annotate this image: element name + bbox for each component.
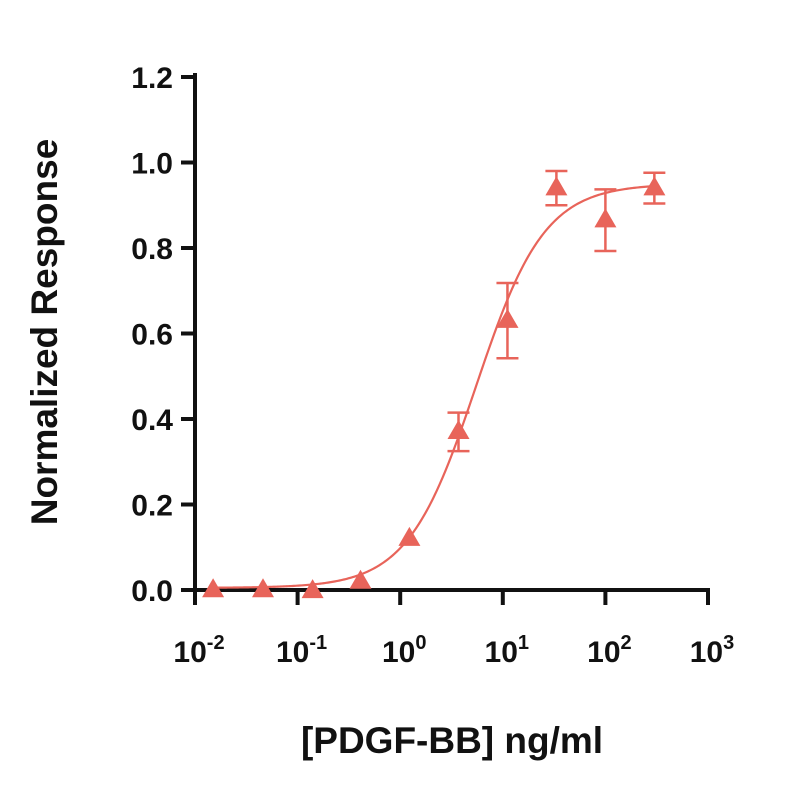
plot-area: 0.0 0.2 0.4 0.6 0.8 1.0 1.2 10-2 10-1 100 101 102 10… <box>131 62 734 669</box>
x-tick-label: 102 <box>587 632 632 669</box>
x-tick-label: 101 <box>485 632 530 669</box>
x-axis-title: [PDGF-BB] ng/ml <box>301 720 603 761</box>
data-point-triangle <box>202 578 225 598</box>
data-point-triangle <box>594 208 617 228</box>
data-point-triangle <box>643 176 666 196</box>
y-tick-label: 1.0 <box>131 148 173 181</box>
data-point-triangle <box>447 420 470 439</box>
y-tick-label: 1.2 <box>131 62 173 95</box>
x-tick-label: 10-2 <box>173 632 224 669</box>
y-tick-label: 0.2 <box>131 490 173 523</box>
y-tick-label: 0.8 <box>131 233 173 266</box>
data-point-triangle <box>545 176 568 196</box>
data-point-triangle <box>398 526 421 546</box>
y-tick-label: 0.0 <box>131 575 173 608</box>
fit-curve <box>213 184 655 589</box>
x-tick-label: 10-1 <box>276 632 327 669</box>
x-tick-label: 100 <box>382 632 427 669</box>
data-point-triangle <box>496 308 519 328</box>
data-point-triangle <box>301 579 324 599</box>
data-point-triangle <box>252 578 274 598</box>
y-axis-title: Normalized Response <box>24 139 65 526</box>
x-tick-label: 103 <box>690 632 735 669</box>
y-tick-label: 0.6 <box>131 319 173 352</box>
y-tick-label: 0.4 <box>131 404 173 437</box>
data-point-triangle <box>349 569 372 589</box>
